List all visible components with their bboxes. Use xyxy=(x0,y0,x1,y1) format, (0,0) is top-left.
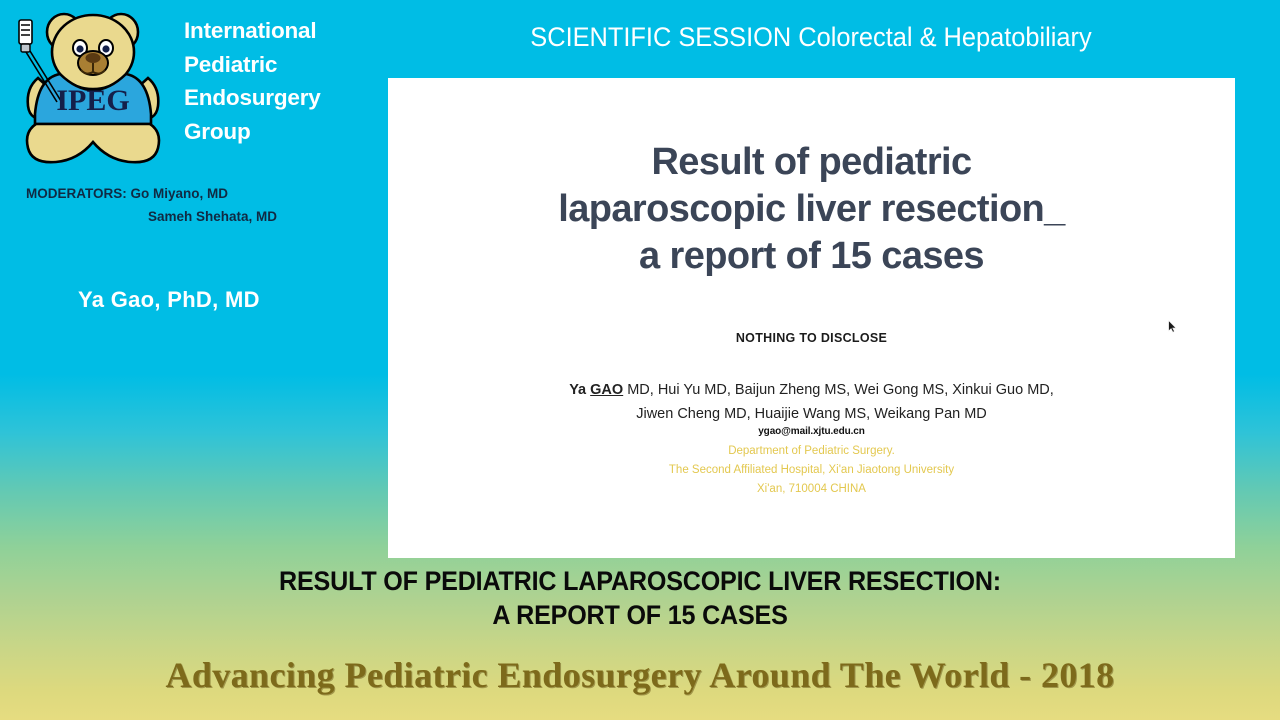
moderator-name-2: Sameh Shehata, MD xyxy=(148,209,278,224)
footer-tagline: Advancing Pediatric Endosurgery Around T… xyxy=(165,655,1115,695)
organization-name: International Pediatric Endosurgery Grou… xyxy=(184,14,380,148)
lead-author: Ya GAO xyxy=(569,382,623,398)
caption-line-2: A REPORT OF 15 CASES xyxy=(492,600,788,630)
lead-author-given: Ya xyxy=(569,382,591,398)
logo-shirt-text: IPEG xyxy=(56,84,129,117)
session-topic: Colorectal & Hepatobiliary xyxy=(798,22,1092,52)
caption-line-1: RESULT OF PEDIATRIC LAPAROSCOPIC LIVER R… xyxy=(279,566,1001,596)
branding-panel: IPEG International Pediatric Endosurgery… xyxy=(0,0,388,430)
lower-third-caption: RESULT OF PEDIATRIC LAPAROSCOPIC LIVER R… xyxy=(0,564,1280,632)
moderator-row-1: MODERATORS: Go Miyano, MD xyxy=(26,182,356,205)
contact-email: ygao@mail.xjtu.edu.cn xyxy=(758,426,865,437)
mouse-cursor-icon xyxy=(1168,319,1177,333)
org-line-1: International xyxy=(184,18,317,43)
slide-content: Result of pediatric laparoscopic liver r… xyxy=(388,78,1235,558)
slide-title-line-2: laparoscopic liver resection_ xyxy=(558,188,1065,230)
authors-list: Ya GAO MD, Hui Yu MD, Baijun Zheng MS, W… xyxy=(388,378,1235,426)
disclosure-statement: NOTHING TO DISCLOSE xyxy=(735,331,888,345)
affiliation-block: Department of Pediatric Surgery. The Sec… xyxy=(388,442,1235,499)
org-line-3: Endosurgery xyxy=(184,85,321,110)
session-label: SCIENTIFIC SESSION xyxy=(530,22,792,52)
session-banner: SCIENTIFIC SESSION Colorectal & Hepatobi… xyxy=(413,18,1208,56)
authors-line-1-rest: MD, Hui Yu MD, Baijun Zheng MS, Wei Gong… xyxy=(623,382,1054,398)
affiliation-line-1: Department of Pediatric Surgery. xyxy=(728,445,895,457)
moderators-block: MODERATORS: Go Miyano, MD Sameh Shehata,… xyxy=(26,182,356,228)
authors-line-2: Jiwen Cheng MD, Huaijie Wang MS, Weikang… xyxy=(636,406,987,422)
org-line-2: Pediatric xyxy=(184,51,278,77)
affiliation-line-3: Xi'an, 710004 CHINA xyxy=(757,483,866,495)
slide-title-line-3: a report of 15 cases xyxy=(639,235,985,277)
moderator-row-2: Sameh Shehata, MD xyxy=(26,205,356,228)
slide-title: Result of pediatric laparoscopic liver r… xyxy=(388,139,1235,280)
moderators-label: MODERATORS: xyxy=(26,186,127,201)
ipeg-bear-logo: IPEG xyxy=(8,6,180,174)
affiliation-line-2: The Second Affiliated Hospital, Xi'an Ji… xyxy=(668,464,955,476)
authors-line-1: Ya GAO MD, Hui Yu MD, Baijun Zheng MS, W… xyxy=(388,378,1235,402)
org-line-4: Group xyxy=(184,118,251,144)
lead-author-family: GAO xyxy=(590,382,624,398)
presenter-name: Ya Gao, PhD, MD xyxy=(78,287,260,312)
moderator-name-1: Go Miyano, MD xyxy=(130,186,229,201)
slide-title-line-1: Result of pediatric xyxy=(651,141,972,183)
